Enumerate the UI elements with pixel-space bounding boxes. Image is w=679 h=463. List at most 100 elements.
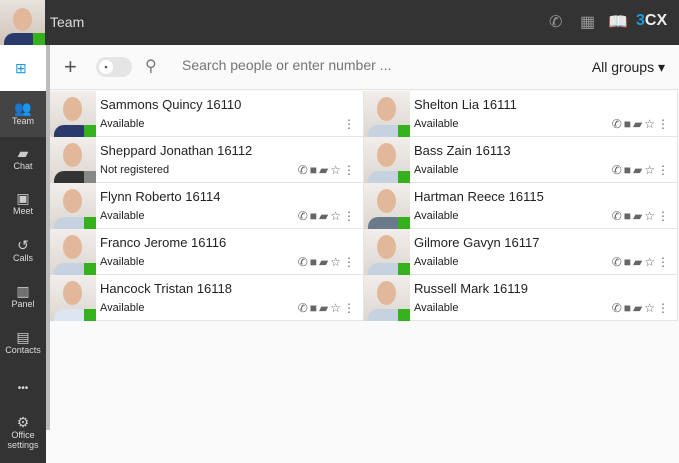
contact-status: Available [100,256,145,268]
contact-actions: ✆■▰☆⋮ [612,301,671,315]
contact-card[interactable]: Russell Mark 16119 Available ✆■▰☆⋮ [364,275,678,321]
contact-card[interactable]: Bass Zain 16113 Available ✆■▰☆⋮ [364,137,678,183]
contact-status: Available [100,210,145,222]
status-indicator [84,171,96,183]
contact-card[interactable]: Hancock Tristan 16118 Available ✆■▰☆⋮ [50,275,364,321]
avatar [50,183,96,229]
more-options-icon[interactable]: ⋮ [343,209,357,223]
favorite-star-icon[interactable]: ☆ [644,209,657,223]
chat-icon[interactable]: ▰ [633,301,645,315]
chat-icon[interactable]: ▰ [633,255,645,269]
contact-actions: ✆■▰☆⋮ [298,209,357,223]
call-icon[interactable]: ✆ [297,301,310,315]
nav-calls[interactable]: ↺ Calls [0,237,46,263]
call-icon[interactable]: ✆ [611,255,624,269]
qr-code-icon[interactable]: ▦ [580,14,596,31]
call-icon[interactable]: ✆ [611,209,624,223]
more-options-icon[interactable]: ⋮ [657,209,671,223]
more-options-icon[interactable]: ⋮ [343,255,357,269]
phone-icon[interactable]: ✆ [549,14,563,31]
chat-icon[interactable]: ▰ [633,163,645,177]
chat-icon[interactable]: ▰ [319,301,331,315]
gear-icon: ⚙ [16,414,30,430]
chat-icon[interactable]: ▰ [633,117,645,131]
meet-icon: ▣ [16,190,30,206]
nav-office-settings[interactable]: ⚙ Office settings [0,414,46,450]
call-icon[interactable]: ✆ [611,163,624,177]
favorite-star-icon[interactable]: ☆ [330,255,343,269]
chat-icon[interactable]: ▰ [633,209,645,223]
more-options-icon[interactable]: ⋮ [343,301,357,315]
contacts-toggle[interactable]: ▪ [96,57,132,77]
add-button[interactable]: + [64,54,77,79]
call-icon[interactable]: ✆ [611,301,624,315]
favorite-star-icon[interactable]: ☆ [330,301,343,315]
call-icon[interactable]: ✆ [611,117,624,131]
contact-card[interactable]: Sammons Quincy 16110 Available ⋮ [50,91,364,137]
favorite-star-icon[interactable]: ☆ [330,209,343,223]
more-options-icon[interactable]: ⋮ [657,163,671,177]
nav-chat[interactable]: ▰ Chat [0,145,46,171]
avatar [50,91,96,137]
video-icon[interactable]: ■ [623,255,633,269]
status-indicator [84,309,96,321]
contact-card[interactable]: Flynn Roberto 16114 Available ✆■▰☆⋮ [50,183,364,229]
video-icon[interactable]: ■ [309,255,319,269]
video-icon[interactable]: ■ [623,117,633,131]
windows-app-button[interactable]: ⊞ [0,45,46,91]
my-avatar[interactable] [0,0,45,45]
book-icon[interactable]: 📖 [608,14,628,31]
scrollbar[interactable] [46,45,50,430]
call-icon[interactable]: ✆ [297,163,310,177]
contact-status: Available [414,164,459,176]
nav-panel[interactable]: ▥ Panel [0,283,46,309]
favorite-star-icon[interactable]: ☆ [644,117,657,131]
contact-name: Gilmore Gavyn 16117 [414,235,540,250]
contact-name: Shelton Lia 16111 [414,97,517,112]
more-options-icon[interactable]: ⋮ [343,117,357,131]
nav-meet[interactable]: ▣ Meet [0,190,46,216]
avatar [364,137,410,183]
video-icon[interactable]: ■ [623,301,633,315]
nav-more[interactable]: ••• [17,383,29,394]
chat-icon[interactable]: ▰ [319,209,331,223]
favorite-star-icon[interactable]: ☆ [644,301,657,315]
calls-icon: ↺ [17,237,29,253]
video-icon[interactable]: ■ [623,209,633,223]
more-options-icon[interactable]: ⋮ [657,301,671,315]
favorite-star-icon[interactable]: ☆ [644,163,657,177]
chat-icon[interactable]: ▰ [319,255,331,269]
video-icon[interactable]: ■ [309,163,319,177]
call-icon[interactable]: ✆ [297,209,310,223]
contact-card[interactable]: Sheppard Jonathan 16112 Not registered ✆■… [50,137,364,183]
contact-status: Available [414,302,459,314]
contact-card[interactable]: Gilmore Gavyn 16117 Available ✆■▰☆⋮ [364,229,678,275]
avatar [364,275,410,321]
more-options-icon[interactable]: ⋮ [343,163,357,177]
video-icon[interactable]: ■ [623,163,633,177]
video-icon[interactable]: ■ [309,209,319,223]
groups-dropdown[interactable]: All groups ▾ [591,59,665,75]
video-icon[interactable]: ■ [309,301,319,315]
contact-name: Sammons Quincy 16110 [100,97,242,112]
more-options-icon[interactable]: ⋮ [657,117,671,131]
panel-icon: ▥ [16,283,30,299]
contact-card[interactable]: Shelton Lia 16111 Available ✆■▰☆⋮ [364,91,678,137]
status-indicator [398,263,410,275]
contact-card[interactable]: Franco Jerome 16116 Available ✆■▰☆⋮ [50,229,364,275]
nav-team[interactable]: 👥 Team [0,91,46,137]
avatar [364,91,410,137]
contact-actions: ✆■▰☆⋮ [298,255,357,269]
favorite-star-icon[interactable]: ☆ [644,255,657,269]
search-input[interactable] [182,57,442,73]
status-indicator [398,171,410,183]
contact-card[interactable]: Hartman Reece 16115 Available ✆■▰☆⋮ [364,183,678,229]
contact-actions: ✆■▰☆⋮ [298,163,357,177]
contact-status: Available [100,302,145,314]
search-icon[interactable]: ⚲ [145,58,157,75]
nav-contacts[interactable]: ▤ Contacts [0,329,46,355]
call-icon[interactable]: ✆ [297,255,310,269]
favorite-star-icon[interactable]: ☆ [330,163,343,177]
chat-icon[interactable]: ▰ [319,163,331,177]
more-options-icon[interactable]: ⋮ [657,255,671,269]
